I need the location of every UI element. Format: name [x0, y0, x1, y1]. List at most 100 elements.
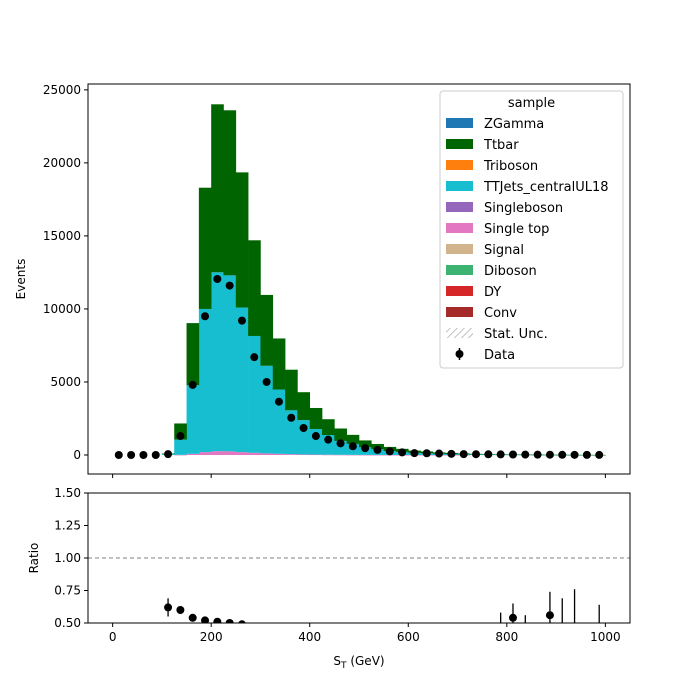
- ratio-y-tick-label-0: 0.50: [54, 616, 81, 630]
- bar-single-top-15: [297, 454, 311, 456]
- data-point-12: [262, 377, 271, 386]
- legend-box: [439, 90, 624, 369]
- data-point-16: [311, 432, 320, 441]
- bar-single-top-19: [346, 454, 360, 456]
- x-axis-label-unit: (GeV): [347, 654, 385, 668]
- ratio-point-6: [238, 620, 246, 623]
- bar-ttbar-14: [285, 369, 298, 411]
- bar-ttjets-centralul18-14: [285, 410, 298, 455]
- bar-single-top-10: [235, 452, 249, 456]
- legend-label-data: Data: [484, 348, 515, 363]
- legend-swatch-triboson: [446, 160, 473, 170]
- data-point-28: [459, 450, 468, 459]
- legend-swatch-ttbar: [446, 139, 473, 149]
- data-point-30: [484, 450, 493, 459]
- ratio-y-axis-label: Ratio: [27, 543, 41, 574]
- bar-ttbar-20: [359, 440, 372, 448]
- x-tick-label-800: 800: [495, 630, 518, 644]
- x-tick-label-400: 400: [298, 630, 321, 644]
- data-point-11: [250, 353, 259, 362]
- main-y-axis-label: Events: [14, 259, 28, 300]
- x-axis-label-main: S: [333, 654, 341, 668]
- legend-swatch-signal: [446, 244, 473, 254]
- data-point-0: [114, 451, 123, 460]
- data-point-15: [299, 423, 308, 432]
- bar-ttbar-16: [309, 407, 323, 430]
- bar-single-top-16: [309, 454, 323, 456]
- legend-label-diboson: Diboson: [484, 264, 537, 279]
- x-tick-label-600: 600: [397, 630, 420, 644]
- legend-label-dy: DY: [484, 285, 501, 300]
- data-points: [114, 275, 604, 460]
- ratio-point-5: [225, 619, 234, 623]
- data-point-2: [139, 451, 148, 460]
- data-point-13: [274, 397, 283, 406]
- bar-single-top-8: [211, 451, 224, 456]
- data-point-33: [521, 450, 530, 459]
- data-point-38: [582, 450, 591, 459]
- legend-swatch-single-top: [446, 223, 473, 233]
- bar-single-top-14: [285, 454, 298, 456]
- ratio-y-tick-label-4: 1.50: [54, 486, 81, 500]
- y-tick-label-25000: 25000: [43, 83, 81, 97]
- bar-ttbar-9: [223, 110, 237, 276]
- bar-single-top-13: [272, 453, 286, 456]
- bar-single-top-17: [322, 454, 335, 456]
- data-point-9: [225, 281, 234, 290]
- data-point-29: [472, 450, 481, 459]
- ratio-point-10: [545, 611, 554, 620]
- bar-ttbar-18: [334, 428, 347, 441]
- y-tick-label-15000: 15000: [43, 229, 81, 243]
- data-point-20: [361, 444, 370, 453]
- bar-single-top-7: [198, 452, 212, 456]
- data-point-31: [496, 450, 505, 459]
- data-point-5: [176, 432, 185, 441]
- x-tick-label-200: 200: [200, 630, 223, 644]
- data-point-36: [558, 450, 567, 459]
- data-point-39: [595, 450, 604, 459]
- x-axis-label: ST (GeV): [333, 654, 384, 671]
- data-point-8: [213, 275, 222, 283]
- ratio-point-1: [176, 606, 185, 614]
- bar-ttjets-centralul18-6: [186, 385, 200, 454]
- bar-single-top-20: [359, 454, 372, 456]
- legend-swatch-conv: [446, 307, 473, 317]
- bar-ttbar-13: [272, 338, 286, 390]
- bar-single-top-5: [174, 454, 187, 456]
- data-point-35: [545, 450, 554, 459]
- legend-marker-data: [455, 350, 464, 358]
- y-tick-label-0: 0: [73, 448, 81, 462]
- bar-single-top-9: [223, 451, 237, 456]
- bar-ttjets-centralul18-8: [211, 272, 224, 452]
- ratio-panel: 0.50 0.75 1.00 1.25 1.50 0 200 400 600 800 1000 R…: [27, 486, 631, 671]
- legend-label-triboson: Triboson: [483, 159, 538, 174]
- ratio-y-tick-label-3: 1.25: [54, 519, 81, 533]
- ratio-y-axis: 0.50 0.75 1.00 1.25 1.50: [54, 486, 88, 630]
- ratio-point-4: [213, 617, 222, 623]
- bar-ttjets-centralul18-5: [174, 439, 187, 455]
- data-point-1: [127, 451, 136, 460]
- legend-title: sample: [508, 96, 555, 111]
- main-y-axis: 0 5000 10000 15000 20000 25000: [43, 83, 88, 462]
- stacked-bars: [161, 104, 606, 456]
- data-point-7: [201, 312, 210, 321]
- legend-swatch-singleboson: [446, 202, 473, 212]
- legend-label-conv: Conv: [484, 306, 517, 321]
- bar-ttbar-12: [260, 294, 274, 366]
- x-axis-label-subscript: T: [340, 661, 347, 671]
- ratio-point-0: [164, 603, 173, 612]
- data-point-14: [287, 413, 296, 422]
- data-point-24: [410, 449, 419, 458]
- bar-ttbar-15: [297, 392, 311, 421]
- bar-ttbar-17: [322, 419, 335, 435]
- legend-label-singleboson: Singleboson: [484, 201, 563, 216]
- data-point-4: [164, 450, 173, 459]
- legend-swatch-ttjets-centralul18: [446, 181, 473, 191]
- legend: sample ZGamma Ttbar Triboson TTJets_centralU…: [439, 90, 624, 369]
- bar-ttbar-6: [186, 323, 200, 386]
- legend-label-single-top: Single top: [484, 222, 549, 237]
- legend-label-zgamma: ZGamma: [484, 117, 544, 132]
- data-point-10: [237, 316, 246, 325]
- bar-single-top-6: [186, 453, 200, 456]
